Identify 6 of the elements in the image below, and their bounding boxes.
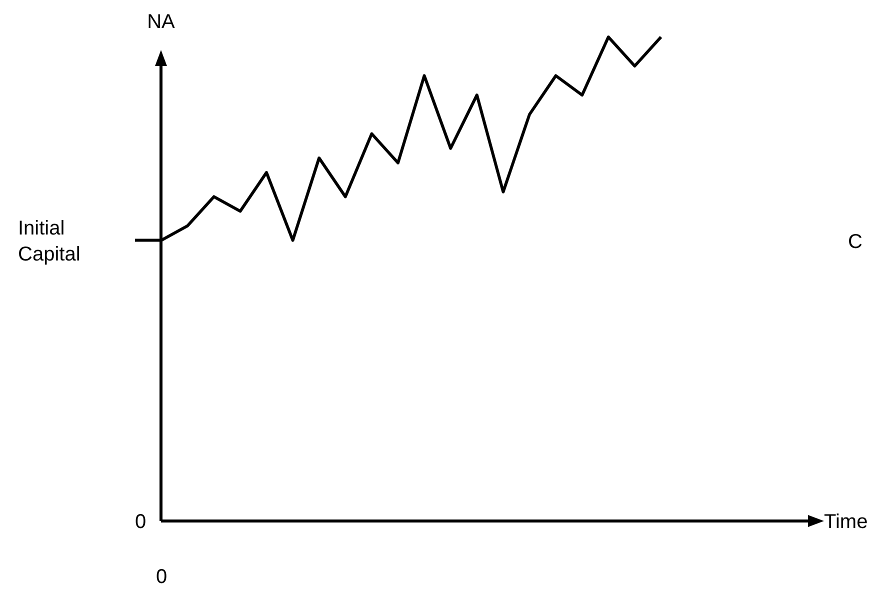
annotation: 0: [135, 511, 146, 533]
text: Initial Capital: [18, 217, 80, 266]
text: C: [848, 231, 862, 253]
text: 0: [156, 566, 168, 588]
y-axis-title: NA: [147, 11, 176, 33]
text: Time: [824, 511, 868, 533]
